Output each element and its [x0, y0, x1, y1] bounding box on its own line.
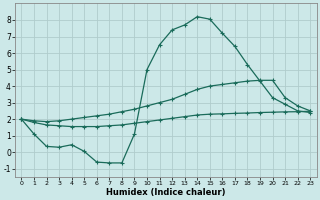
X-axis label: Humidex (Indice chaleur): Humidex (Indice chaleur) — [106, 188, 226, 197]
